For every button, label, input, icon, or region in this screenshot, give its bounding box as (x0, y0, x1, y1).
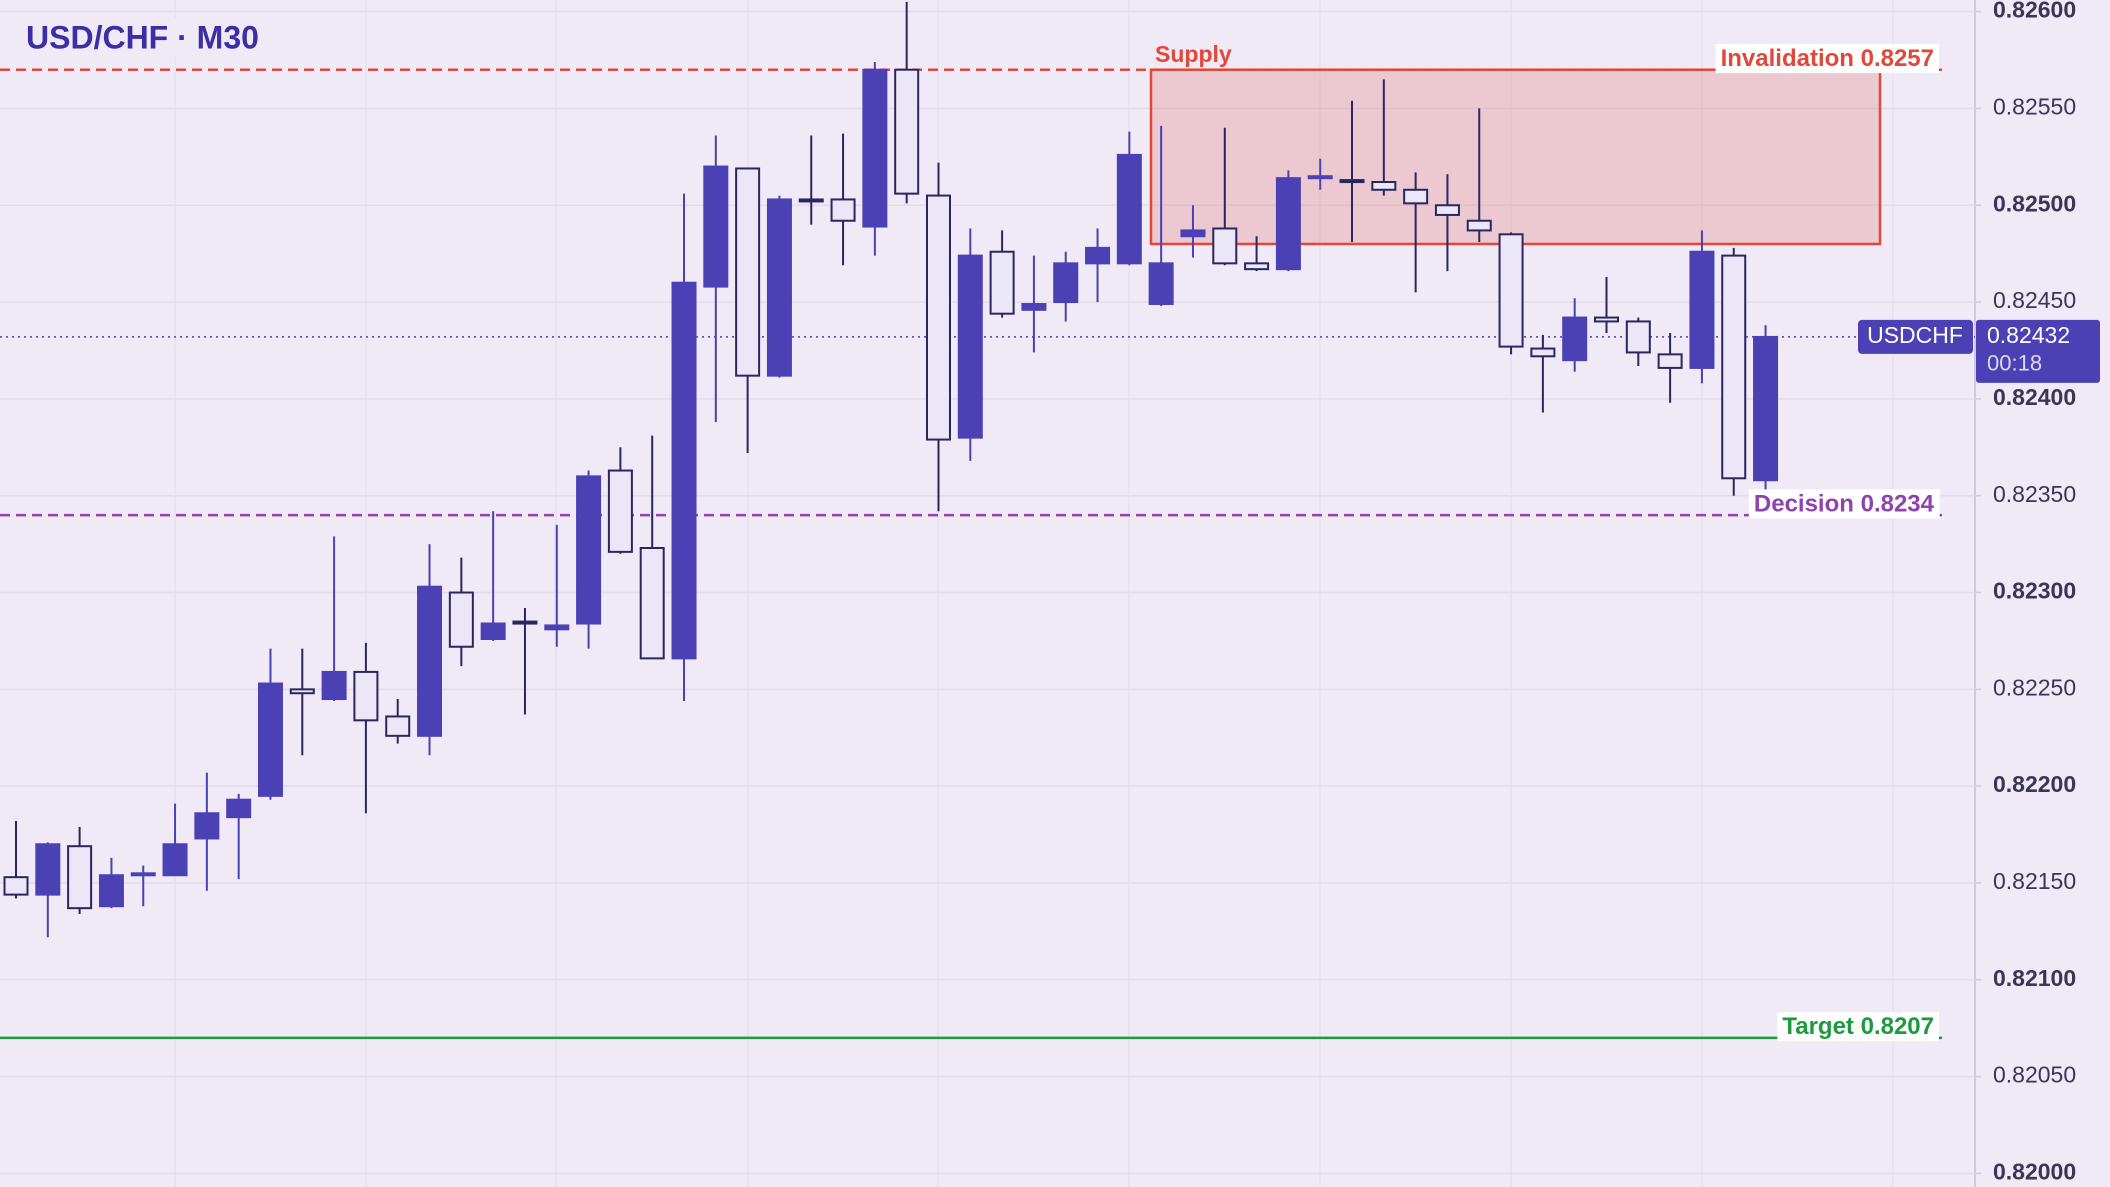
y-tick-label: 0.82500 (1993, 190, 2076, 216)
candle-body (1562, 316, 1588, 362)
label-background (1748, 489, 1940, 519)
candle-body (576, 475, 602, 625)
candle-body (1689, 250, 1715, 369)
level-label: Invalidation 0.8257 (1721, 45, 1934, 72)
candle-body (1275, 177, 1301, 271)
y-tick-label: 0.82600 (1993, 0, 2076, 23)
zone-label: Supply (1155, 41, 1232, 67)
y-tick-label: 0.82250 (1993, 674, 2076, 700)
candle-body (703, 165, 729, 288)
y-tick-label: 0.82400 (1993, 384, 2076, 410)
candle-body (1307, 175, 1333, 180)
candle-body (1116, 153, 1142, 265)
chart-title: USD/CHF · M30 (26, 19, 259, 55)
price-tag (1976, 319, 2100, 383)
candle-body (1212, 227, 1238, 265)
candle-body (448, 591, 474, 648)
candle-body (512, 620, 538, 625)
candle-body (417, 585, 443, 737)
candle-body (385, 715, 411, 737)
label-background (1151, 39, 1236, 68)
candle-body (130, 872, 156, 877)
candle-body (1244, 262, 1270, 271)
candle-body (607, 469, 633, 553)
y-tick-label: 0.82200 (1993, 771, 2076, 797)
candle-body (194, 812, 220, 840)
candle-body (830, 198, 856, 222)
candle-body (1371, 181, 1397, 191)
y-tick-label: 0.82450 (1993, 287, 2076, 313)
candle-body (766, 198, 792, 377)
candle-body (1753, 335, 1779, 482)
time-grid (174, 0, 1894, 1187)
candle-body (1434, 204, 1460, 216)
candle-body (1053, 262, 1079, 304)
symbol-label: USDCHF (1867, 322, 1963, 348)
candle-body (639, 546, 665, 660)
y-tick-label: 0.82000 (1993, 1159, 2076, 1185)
candle-body (353, 670, 379, 722)
candle-body (1466, 219, 1492, 232)
candle-body (1339, 179, 1365, 184)
candle-body (671, 281, 697, 660)
countdown-label: 00:18 (1987, 351, 2042, 376)
candle-body (1498, 233, 1524, 348)
candle-body (67, 845, 93, 910)
candle-body (289, 688, 315, 695)
y-tick-label: 0.82100 (1993, 965, 2076, 991)
candle-body (544, 624, 570, 631)
label-background (20, 18, 265, 57)
candle-body (257, 682, 283, 797)
candle-body (226, 798, 252, 819)
y-tick-label: 0.82050 (1993, 1062, 2076, 1088)
y-tick-label: 0.82300 (1993, 578, 2076, 604)
candle-body (1021, 303, 1047, 311)
candle-body (35, 843, 61, 896)
candle-body (98, 874, 124, 908)
candle-body (1085, 246, 1111, 265)
candle-body (1403, 188, 1429, 205)
candle-body (1721, 254, 1747, 480)
candle-body (1594, 316, 1619, 323)
candle-body (735, 167, 761, 377)
level-label: Target 0.8207 (1782, 1013, 1934, 1040)
y-tick-label: 0.82550 (1993, 94, 2076, 120)
label-background (1777, 1012, 1939, 1042)
y-tick-label: 0.82350 (1993, 481, 2076, 507)
candle-body (925, 194, 951, 441)
candle-body (798, 198, 824, 203)
candle-body (321, 670, 347, 701)
candle-body (1530, 347, 1556, 358)
symbol-tag (1858, 319, 1973, 354)
candle-body (1180, 229, 1206, 238)
candle-body (1657, 353, 1683, 369)
price-label: 0.82432 (1987, 322, 2070, 348)
candle-body (894, 68, 920, 195)
candle-body (862, 68, 888, 228)
supply-zone (1149, 68, 1882, 246)
candle-body (989, 250, 1015, 315)
candle-body (1625, 320, 1651, 354)
candle-body (480, 622, 506, 641)
candle-body (3, 876, 29, 896)
y-tick-label: 0.82150 (1993, 868, 2076, 894)
level-label: Decision 0.8234 (1754, 490, 1935, 517)
label-background (1715, 44, 1939, 74)
candle-body (162, 843, 188, 877)
candle-body (957, 254, 983, 439)
candle-body (1148, 262, 1174, 306)
